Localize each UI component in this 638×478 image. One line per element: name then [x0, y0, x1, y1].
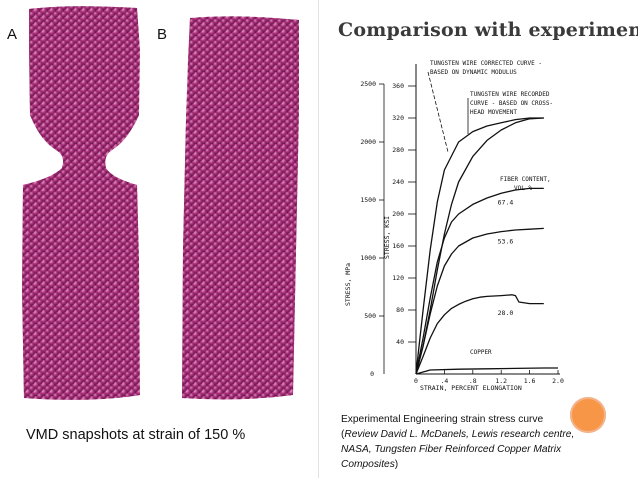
y-axis-title-mpa: STRESS, MPa [344, 263, 352, 306]
chart-annotations: TUNGSTEN WIRE CORRECTED CURVE - BASED ON… [427, 60, 553, 356]
ksi-tick-label: 280 [392, 146, 404, 154]
annotation-recorded-line3: HEAD MOVEMENT [470, 109, 517, 116]
ksi-tick-label: 360 [392, 82, 404, 90]
annotation-corrected-pointer [427, 71, 449, 153]
series-line-5 [415, 367, 558, 375]
series-line-1 [415, 117, 544, 375]
snapshot-a [22, 6, 140, 400]
panel-label-b: B [157, 26, 168, 43]
series-label: 53.6 [498, 238, 514, 246]
mpa-tick-label: 2500 [360, 80, 376, 88]
series-line-4 [415, 294, 544, 375]
chart-series-labels: 67.4 53.6 28.0 [498, 198, 514, 316]
series-line-2 [415, 187, 544, 375]
chart-series [415, 117, 558, 375]
ksi-tick-label: 320 [392, 114, 404, 122]
caption-reference: Review David L. McDanels, Lewis research… [341, 429, 575, 470]
ksi-tick-label: 160 [392, 242, 404, 250]
annotation-recorded-line2: CURVE - BASED ON CROSS- [470, 100, 553, 107]
x-axis-title: STRAIN, PERCENT ELONGATION [420, 384, 522, 392]
series-label: 28.0 [498, 309, 514, 317]
series-line-3 [415, 227, 544, 375]
legend-title: FIBER CONTENT, [500, 176, 551, 183]
y-axis-title-ksi: STRESS, KSI [383, 216, 391, 259]
caption-line1: Experimental Engineering strain stress c… [341, 414, 544, 425]
slide-divider [318, 0, 638, 478]
x-tick-label: .4 [440, 377, 448, 385]
mpa-tick-label: 500 [364, 312, 376, 320]
snapshot-caption: VMD snapshots at strain of 150 % [26, 427, 246, 443]
experiment-caption: Experimental Engineering strain stress c… [341, 412, 576, 472]
mpa-tick-label: 1000 [360, 254, 376, 262]
accent-circle [570, 397, 606, 433]
annotation-corrected-line1: TUNGSTEN WIRE CORRECTED CURVE - [430, 60, 542, 67]
annotation-corrected-line2: BASED ON DYNAMIC MODULUS [430, 69, 517, 76]
ksi-tick-label: 200 [392, 210, 404, 218]
x-tick-label: 1.2 [495, 377, 507, 385]
series-label: 67.4 [498, 198, 514, 206]
copper-label: COPPER [470, 349, 492, 356]
stress-strain-chart: STRESS, MPa STRESS, KSI STRAIN, PERCENT … [344, 60, 564, 392]
x-tick-label: 2.0 [552, 377, 564, 385]
caption-close-paren: ) [394, 459, 399, 470]
mpa-tick-label: 2000 [360, 138, 376, 146]
vmd-snapshots [22, 6, 299, 400]
mpa-tick-label: 0 [370, 370, 374, 378]
ksi-tick-label: 40 [396, 338, 404, 346]
chart-ticks: 0 .4 .8 1.2 1.6 2.0 40 80 120 160 200 240 280 320 360 5… [360, 80, 564, 385]
annotation-recorded-line1: TUNGSTEN WIRE RECORDED [470, 91, 550, 98]
ksi-tick-label: 80 [396, 306, 404, 314]
slide-title: Comparison with experiment [338, 19, 638, 41]
mpa-tick-label: 1500 [360, 196, 376, 204]
x-tick-label: 0 [414, 377, 418, 385]
series-line-0 [415, 117, 544, 375]
caption-open-paren: ( [341, 429, 345, 440]
panel-label-a: A [7, 26, 18, 43]
x-tick-label: .8 [469, 377, 477, 385]
ksi-tick-label: 240 [392, 178, 404, 186]
snapshot-b [182, 16, 299, 400]
ksi-tick-label: 120 [392, 274, 404, 282]
x-tick-label: 1.6 [524, 377, 536, 385]
